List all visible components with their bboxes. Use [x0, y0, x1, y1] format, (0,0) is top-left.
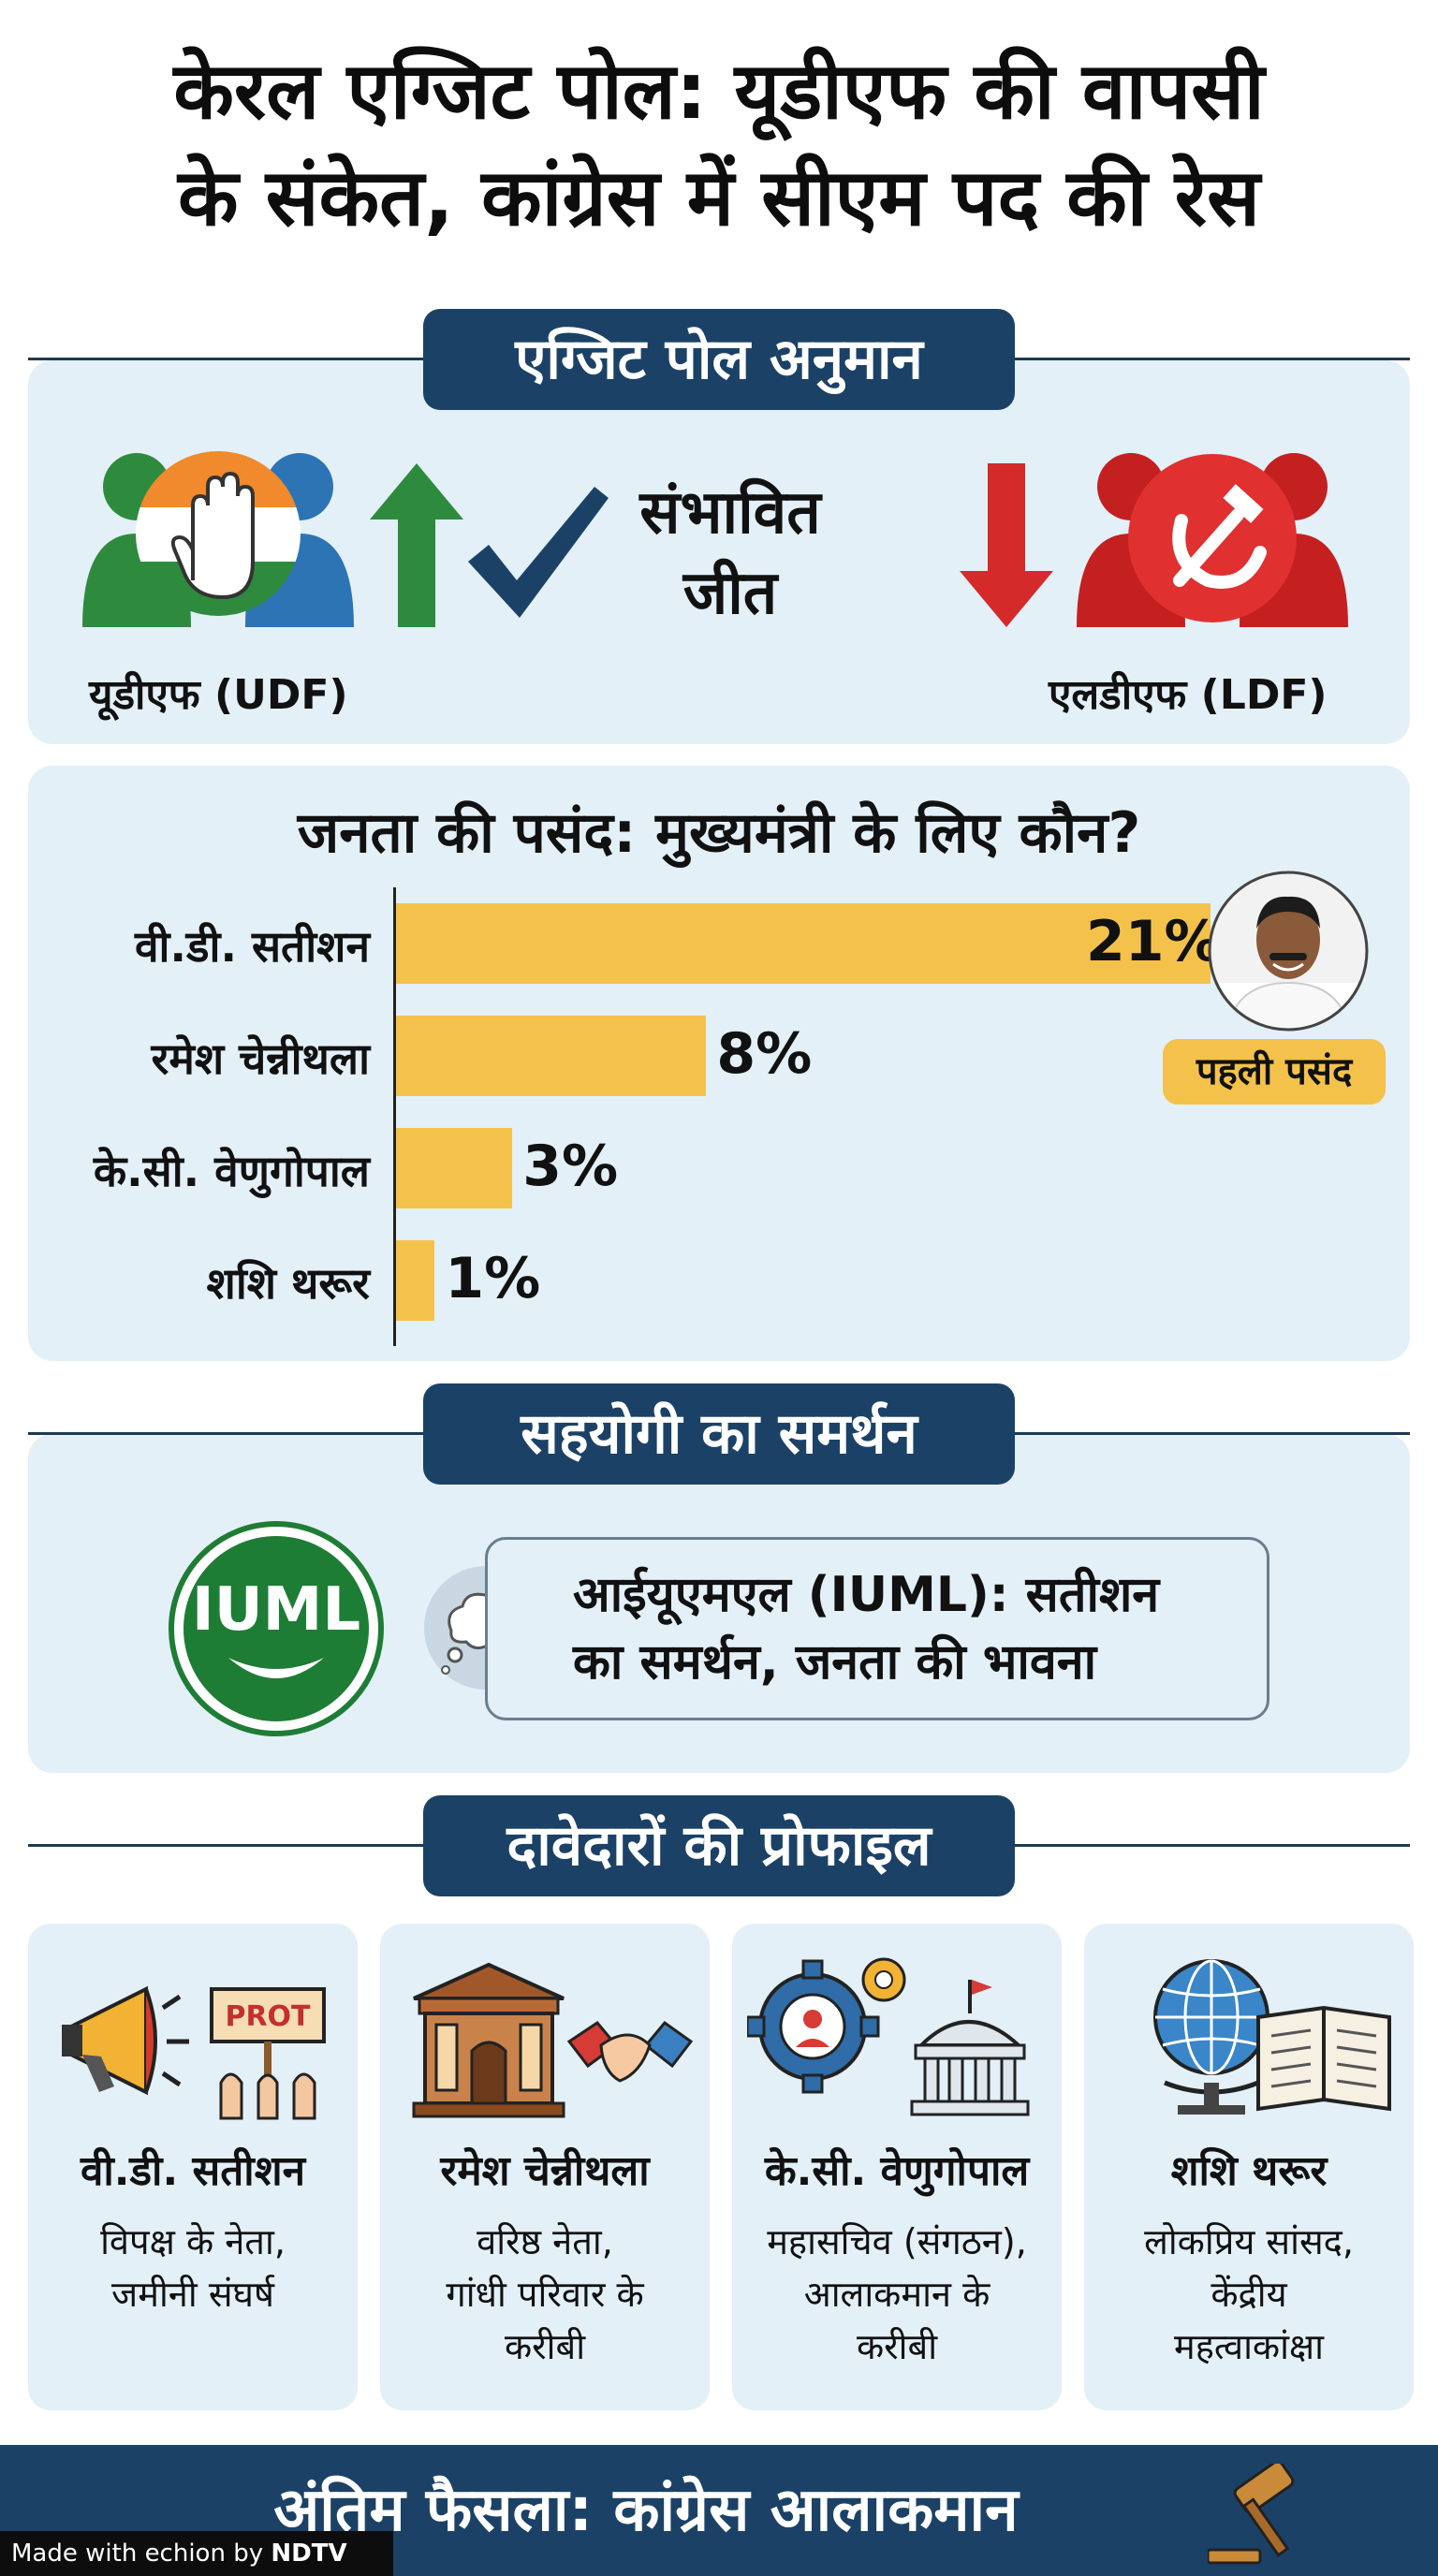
chart-category-label: के.सी. वेणुगोपाल	[93, 1146, 370, 1196]
megaphone-protest-icon: PROT	[62, 1985, 326, 2120]
profiles-heading: दावेदारों की प्रोफाइल	[423, 1795, 1015, 1896]
profile-card-satheesan: PROT वी.डी. सतीशन विपक्ष के नेता, जमीनी …	[28, 1924, 358, 2410]
profile-desc: लोकप्रिय सांसद, केंद्रीय महत्वाकांक्षा	[1144, 2221, 1354, 2367]
svg-text:PROT: PROT	[225, 2000, 311, 2033]
chart-category-label: शशि थरूर	[206, 1258, 370, 1309]
ally-heading: सहयोगी का समर्थन	[423, 1383, 1015, 1485]
profile-card-venugopal: के.सी. वेणुगोपाल महासचिव (संगठन), आलाकमा…	[732, 1924, 1062, 2410]
iuml-logo: IUML	[169, 1521, 384, 1736]
chart-category-label: रमेश चेन्नीथला	[151, 1033, 370, 1084]
profile-card-tharoor: शशि थरूर लोकप्रिय सांसद, केंद्रीय महत्वा…	[1084, 1924, 1414, 2410]
final-decision-text: अंतिम फैसला: कांग्रेस आलाकमान	[273, 2476, 1019, 2545]
up-arrow-icon	[370, 463, 463, 627]
title-line-2: के संकेत, कांग्रेस में सीएम पद की रेस	[178, 152, 1260, 243]
chart-data-label: 21%	[1086, 909, 1221, 974]
chart-data-label: 3%	[522, 1134, 619, 1199]
chart-bar	[396, 1016, 707, 1096]
made-with-credit: Made with echion by NDTV	[0, 2531, 393, 2576]
gavel-icon	[1208, 2464, 1295, 2565]
udf-label: यूडीएफ (UDF)	[89, 671, 348, 719]
building-handshake-icon	[412, 1962, 694, 2118]
exit-poll-heading: एग्जिट पोल अनुमान	[423, 309, 1015, 410]
udf-congress-icon	[82, 451, 354, 627]
probable-win-label: संभावित जीत	[639, 478, 821, 628]
chart-bar	[396, 1128, 513, 1208]
crescent-icon	[228, 1658, 324, 1678]
chart-title: जनता की पसंद: मुख्यमंत्री के लिए कौन?	[297, 800, 1141, 866]
chart-category-label: वी.डी. सतीशन	[134, 921, 370, 972]
profile-name: शशि थरूर	[1170, 2147, 1328, 2195]
down-arrow-icon	[960, 463, 1053, 627]
profile-desc: महासचिव (संगठन), आलाकमान के करीबी	[767, 2221, 1027, 2367]
profile-name: रमेश चेन्नीथला	[440, 2147, 650, 2195]
ally-statement-box	[485, 1537, 1269, 1720]
chart-data-label: 8%	[716, 1021, 813, 1087]
title-line-1: केरल एग्जिट पोल: यूडीएफ की वापसी	[173, 45, 1265, 137]
first-choice-badge: पहली पसंद	[1163, 1039, 1386, 1105]
profile-card-chennithala: रमेश चेन्नीथला वरिष्ठ नेता, गांधी परिवार…	[380, 1924, 710, 2410]
chart-bar	[396, 1240, 435, 1321]
iuml-logo-text: IUML	[191, 1575, 361, 1645]
gear-parliament-icon	[747, 1957, 1030, 2116]
profile-name: वी.डी. सतीशन	[80, 2147, 306, 2195]
profile-name: के.सी. वेणुगोपाल	[764, 2147, 1030, 2195]
profile-desc: विपक्ष के नेता, जमीनी संघर्ष	[100, 2221, 286, 2315]
globe-book-icon	[1153, 1959, 1391, 2115]
ally-statement: आईयूएमएल (IUML): सतीशन का समर्थन, जनता क…	[573, 1567, 1160, 1690]
candidate-photo-avatar	[1208, 871, 1369, 1032]
chart-bar	[396, 903, 1211, 984]
profile-desc: वरिष्ठ नेता, गांधी परिवार के करीबी	[446, 2221, 644, 2367]
checkmark-icon	[468, 487, 609, 618]
page-title: केरल एग्जिट पोल: यूडीएफ की वापसी के संके…	[0, 37, 1438, 251]
chart-data-label: 1%	[445, 1246, 541, 1311]
chart-axis-line	[393, 887, 396, 1346]
ldf-label: एलडीएफ (LDF)	[1049, 671, 1328, 719]
ldf-hammer-sickle-icon	[1077, 453, 1348, 627]
